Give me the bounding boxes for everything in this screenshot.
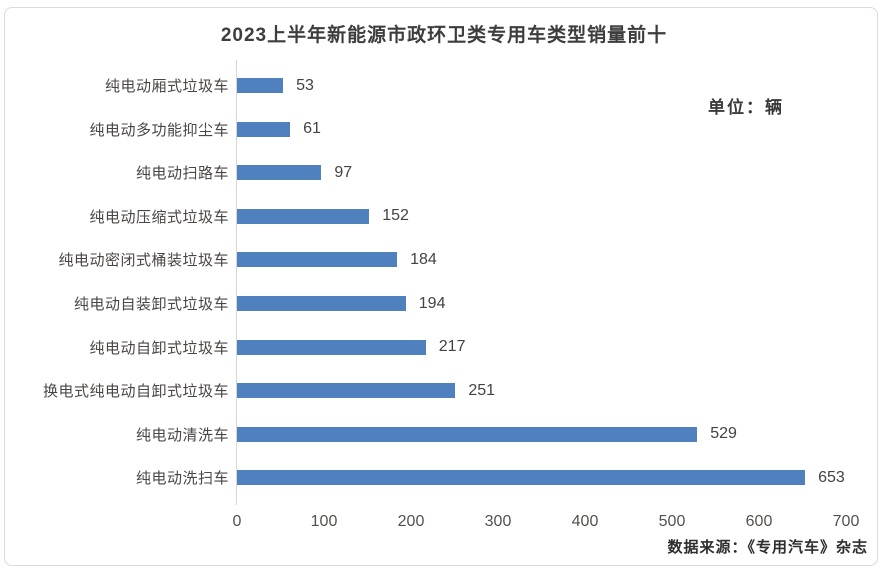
category-label: 纯电动自装卸式垃圾车 (73, 296, 229, 313)
x-tick-label: 600 (745, 513, 773, 530)
category-label: 换电式纯电动自卸式垃圾车 (42, 383, 229, 401)
category-label: 纯电动自卸式垃圾车 (89, 339, 229, 357)
value-label: 61 (303, 120, 321, 138)
bar-row: 纯电动多功能抑尘车 61 (0, 107, 321, 151)
value-label: 184 (410, 250, 437, 268)
bar (237, 252, 398, 268)
value-label: 529 (710, 425, 737, 443)
value-label: 194 (418, 294, 446, 312)
bar-row: 换电式纯电动自卸式垃圾车 251 (0, 369, 495, 413)
bar-row: 纯电动密闭式桶装垃圾车 184 (0, 238, 437, 282)
x-tick-label: 500 (658, 513, 686, 530)
category-label: 纯电动密闭式桶装垃圾车 (58, 252, 229, 270)
value-label: 97 (334, 163, 353, 181)
x-tick-label: 700 (832, 513, 860, 530)
x-tick-label: 200 (397, 513, 425, 530)
value-label: 53 (296, 76, 314, 94)
bar-row: 纯电动清洗车 529 (0, 412, 737, 456)
category-label: 纯电动多功能抑尘车 (89, 121, 229, 139)
bar (237, 78, 284, 93)
bar-row: 纯电动洗扫车 653 (0, 456, 845, 500)
unit-label: 单位：辆 (708, 98, 784, 117)
x-tick-label: 300 (484, 513, 512, 530)
value-label: 653 (818, 468, 845, 486)
category-label: 纯电动清洗车 (135, 426, 229, 444)
category-label: 纯电动厢式垃圾车 (104, 78, 229, 95)
bar (237, 296, 406, 311)
bar-row: 纯电动厢式垃圾车 53 (0, 64, 314, 108)
bar (237, 339, 426, 355)
bar-row: 纯电动自装卸式垃圾车 194 (0, 282, 445, 326)
bar (237, 383, 456, 399)
bar-row: 纯电动压缩式垃圾车 152 (0, 194, 409, 238)
value-label: 217 (438, 338, 466, 356)
x-tick-label: 100 (310, 513, 338, 530)
bar (237, 470, 806, 486)
chart-title: 2023上半年新能源市政环卫类专用车类型销量前十 (220, 25, 668, 46)
value-label: 152 (382, 207, 409, 225)
bar (237, 426, 698, 442)
bar (237, 121, 291, 137)
bar (237, 165, 322, 181)
category-label: 纯电动洗扫车 (135, 470, 229, 488)
category-label: 纯电动扫路车 (135, 165, 229, 183)
bar (237, 208, 370, 224)
value-label: 251 (468, 381, 496, 399)
y-axis-line (236, 60, 237, 505)
bar-row: 纯电动自卸式垃圾车 217 (0, 325, 465, 369)
data-source-caption: 数据来源：《专用汽车》杂志 (667, 539, 868, 556)
category-label: 纯电动压缩式垃圾车 (89, 208, 229, 226)
bar-row: 纯电动扫路车 97 (0, 151, 352, 195)
x-tick-label: 400 (571, 513, 599, 530)
x-tick-label: 0 (232, 513, 242, 530)
